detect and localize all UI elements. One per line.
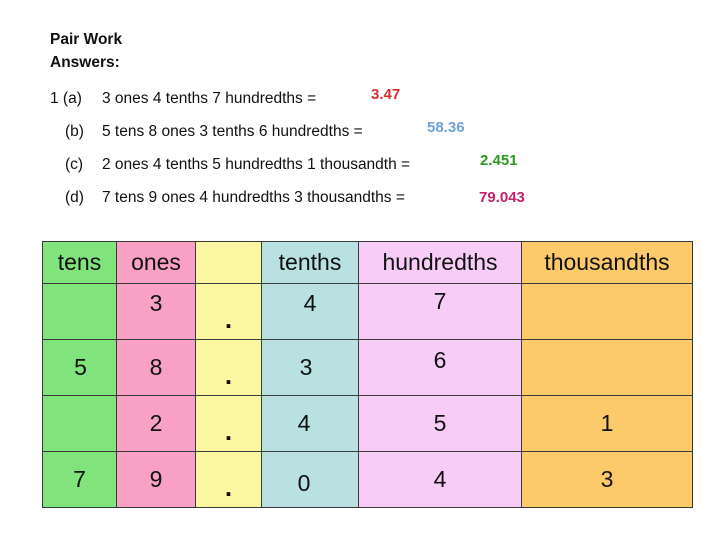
question-d-text: 7 tens 9 ones 4 hundredths 3 thousandths… bbox=[102, 189, 405, 206]
answer-b: 58.36 bbox=[427, 119, 465, 136]
cell-hundredths: 7 bbox=[358, 283, 522, 340]
cell-thousandths bbox=[521, 339, 693, 396]
header-tens: tens bbox=[42, 241, 117, 284]
table-row: 2 . 4 5 1 bbox=[42, 395, 693, 452]
question-d-label: (d) bbox=[65, 189, 84, 206]
question-b-label: (b) bbox=[65, 123, 84, 140]
question-a-label: 1 (a) bbox=[50, 90, 82, 107]
header-thousandths: thousandths bbox=[521, 241, 693, 284]
cell-tenths: 3 bbox=[261, 339, 359, 396]
cell-tenths: 4 bbox=[261, 395, 359, 452]
cell-decimal-point: . bbox=[195, 339, 262, 396]
cell-thousandths bbox=[521, 283, 693, 340]
question-b-text: 5 tens 8 ones 3 tenths 6 hundredths = bbox=[102, 123, 363, 140]
cell-ones: 8 bbox=[116, 339, 196, 396]
header-tenths: tenths bbox=[261, 241, 359, 284]
answer-d: 79.043 bbox=[479, 189, 525, 206]
question-c-text: 2 ones 4 tenths 5 hundredths 1 thousandt… bbox=[102, 156, 411, 173]
cell-decimal-point: . bbox=[195, 283, 262, 340]
header-hundredths: hundredths bbox=[358, 241, 522, 284]
answer-a: 3.47 bbox=[371, 86, 401, 103]
cell-tenths: 4 bbox=[261, 283, 359, 340]
cell-tens bbox=[42, 395, 117, 452]
heading-answers: Answers: bbox=[50, 54, 120, 71]
cell-tenths: 0 bbox=[261, 451, 359, 508]
table-row: 7 9 . 0 4 3 bbox=[42, 451, 693, 508]
header-ones: ones bbox=[116, 241, 196, 284]
cell-tens: 7 bbox=[42, 451, 117, 508]
cell-thousandths: 3 bbox=[521, 451, 693, 508]
answer-c: 2.451 bbox=[480, 152, 518, 169]
question-c-label: (c) bbox=[65, 156, 84, 173]
table-row: 5 8 . 3 6 bbox=[42, 339, 693, 396]
table-header-row: tens ones tenths hundredths thousandths bbox=[42, 241, 693, 284]
cell-hundredths: 5 bbox=[358, 395, 522, 452]
cell-thousandths: 1 bbox=[521, 395, 693, 452]
table-row: 3 . 4 7 bbox=[42, 283, 693, 340]
cell-ones: 2 bbox=[116, 395, 196, 452]
header-decimal-point bbox=[195, 241, 262, 284]
cell-ones: 3 bbox=[116, 283, 196, 340]
cell-hundredths: 4 bbox=[358, 451, 522, 508]
heading-pair-work: Pair Work bbox=[50, 31, 123, 48]
cell-decimal-point: . bbox=[195, 451, 262, 508]
cell-decimal-point: . bbox=[195, 395, 262, 452]
cell-tens: 5 bbox=[42, 339, 117, 396]
place-value-table: tens ones tenths hundredths thousandths … bbox=[42, 241, 693, 508]
cell-tens bbox=[42, 283, 117, 340]
cell-hundredths: 6 bbox=[358, 339, 522, 396]
cell-ones: 9 bbox=[116, 451, 196, 508]
question-a-text: 3 ones 4 tenths 7 hundredths = bbox=[102, 90, 317, 107]
